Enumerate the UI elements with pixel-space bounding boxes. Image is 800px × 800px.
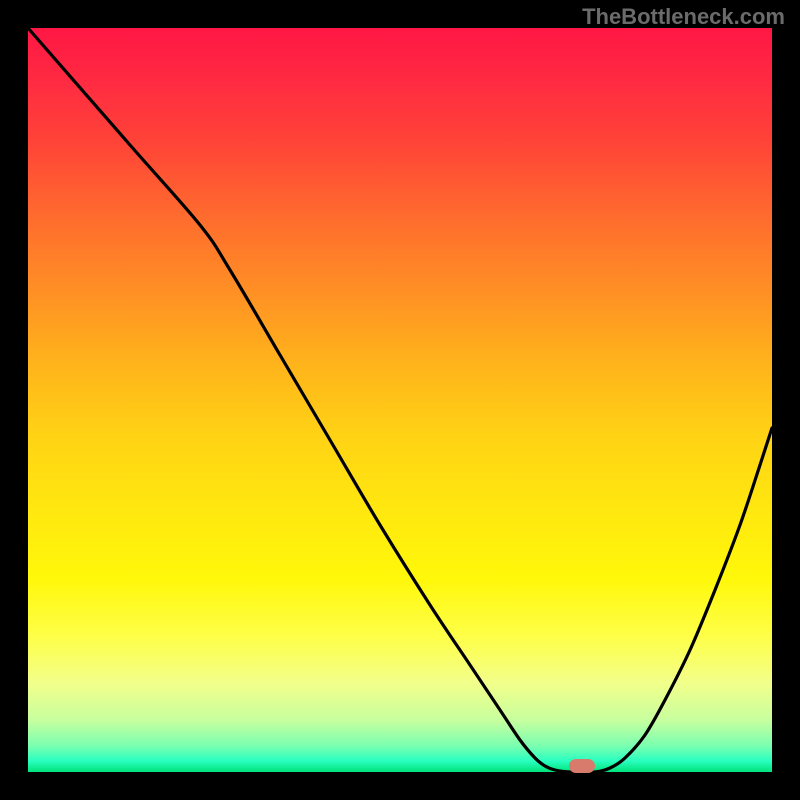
bottleneck-chart: TheBottleneck.com (0, 0, 800, 800)
chart-root: TheBottleneck.com (0, 0, 800, 800)
watermark-text: TheBottleneck.com (582, 4, 785, 29)
plot-background (28, 28, 772, 772)
optimum-marker (569, 759, 595, 773)
